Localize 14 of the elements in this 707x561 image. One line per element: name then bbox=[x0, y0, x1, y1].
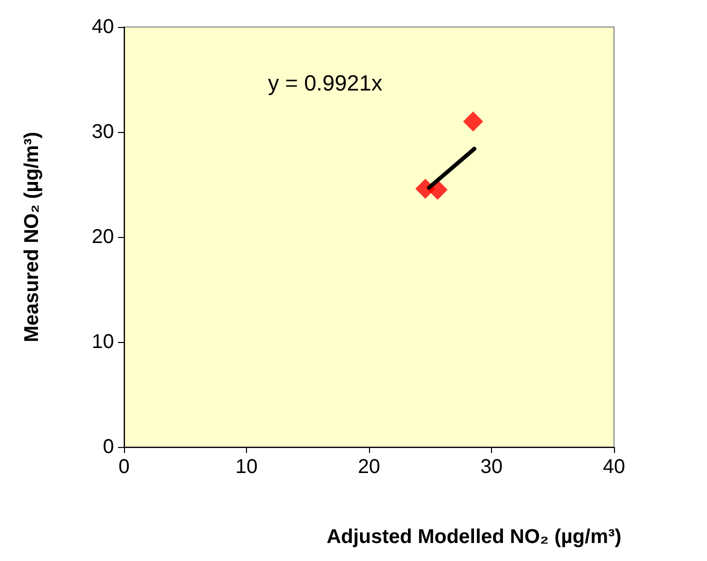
annotation: y = 0.9921x bbox=[268, 70, 382, 96]
x-tick-label: 0 bbox=[118, 456, 130, 478]
x-axis-title: Adjusted Modelled NO₂ (µg/m³) bbox=[326, 526, 622, 548]
y-axis-title: Measured NO₂ (µg/m³) bbox=[21, 132, 43, 342]
x-tick-label: 40 bbox=[602, 456, 626, 478]
y-tick-label: 20 bbox=[92, 226, 114, 248]
x-tick-label: 20 bbox=[358, 456, 380, 478]
y-tick-label: 0 bbox=[102, 436, 114, 458]
y-tick-label: 10 bbox=[92, 331, 114, 353]
y-tick-label: 30 bbox=[92, 121, 114, 143]
x-tick-label: 10 bbox=[235, 456, 258, 478]
point bbox=[463, 112, 484, 132]
y-tick-label: 40 bbox=[92, 16, 114, 38]
x-tick-label: 30 bbox=[480, 456, 503, 478]
